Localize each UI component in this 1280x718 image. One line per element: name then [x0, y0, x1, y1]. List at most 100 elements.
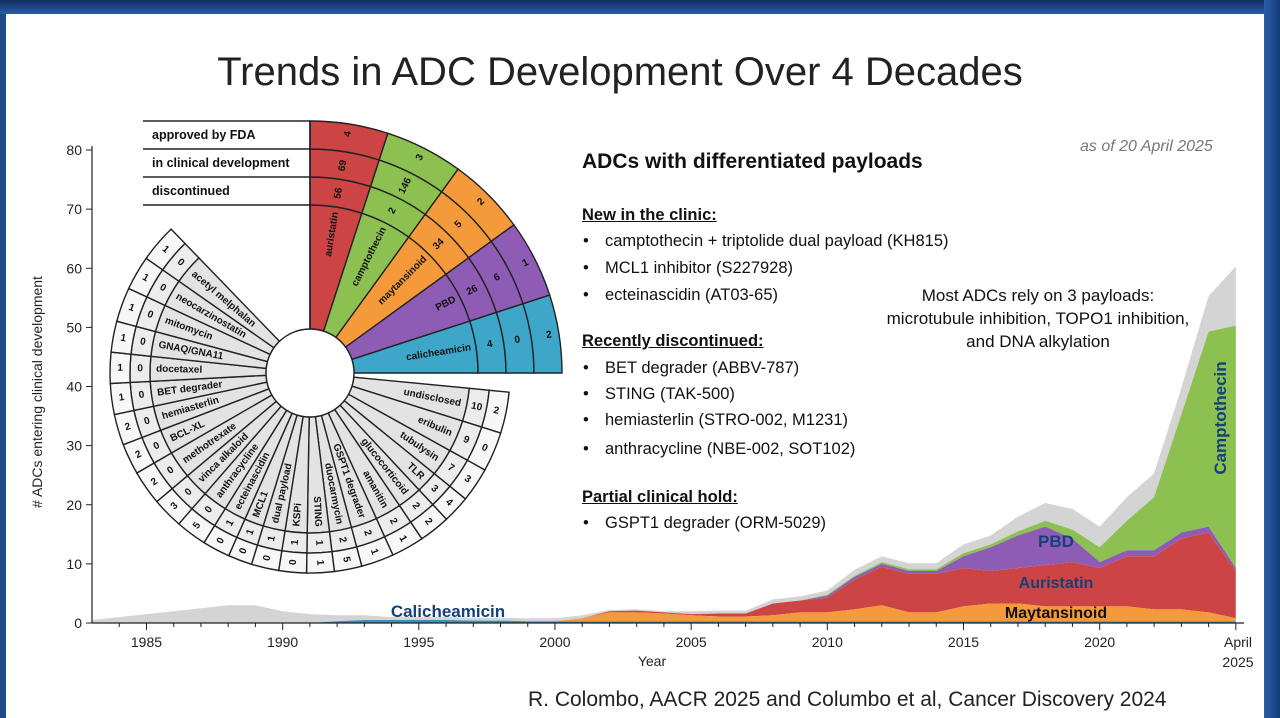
- row-header-label: discontinued: [152, 184, 230, 198]
- series-label-calicheamicin: Calicheamicin: [391, 602, 505, 621]
- y-tick-label: 70: [66, 201, 82, 217]
- clinical-count-other: 0: [139, 336, 147, 348]
- discontinued-count-other: 3: [462, 473, 473, 485]
- list-item: BET degrader (ABBV-787): [583, 359, 799, 378]
- y-tick-label: 20: [66, 497, 82, 513]
- discontinued-count-calicheamicin: 4: [486, 339, 494, 351]
- discontinued-count-other: 0: [480, 442, 490, 454]
- approved-count-pbd: 1: [521, 257, 531, 270]
- list-item: ecteinascidin (AT03-65): [583, 286, 778, 305]
- clinical-count-other: 0: [152, 440, 162, 453]
- discontinued-count-other: 4: [443, 497, 455, 509]
- discontinued-count-other: 1: [368, 547, 380, 556]
- y-tick-label: 40: [66, 379, 82, 395]
- discontinued-count-other: 2: [422, 516, 434, 528]
- clinical-count-other: 0: [203, 504, 215, 515]
- discontinued-count-auristatin: 56: [332, 186, 345, 199]
- slide-title: Trends in ADC Development Over 4 Decades: [217, 50, 1023, 94]
- series-label-maytansinoid: Maytansinoid: [1005, 605, 1107, 622]
- panel-title: ADCs with differentiated payloads: [582, 150, 923, 173]
- clinical-count-other: 0: [137, 363, 143, 374]
- y-tick-label: 30: [66, 438, 82, 454]
- discontinued-count-other: 3: [169, 500, 181, 512]
- discontinued-count-other: 0: [288, 559, 299, 566]
- clinical-count-other: 0: [146, 309, 155, 321]
- discontinued-count-other: 1: [160, 244, 172, 256]
- x-end-label: 2025: [1222, 654, 1253, 670]
- x-tick-label: 2000: [539, 634, 570, 650]
- clinical-count-other: 2: [361, 529, 373, 538]
- discontinued-count-pbd: 26: [465, 283, 480, 298]
- x-axis-title: Year: [638, 653, 667, 669]
- clinical-count-other: 0: [143, 415, 152, 427]
- list-item: STING (TAK-500): [583, 385, 735, 404]
- list-item: anthracycline (NBE-002, SOT102): [583, 440, 855, 459]
- area-series-calicheamicin: [92, 620, 1236, 623]
- series-label-auristatin: Auristatin: [1019, 575, 1094, 592]
- clinical-count-other: 0: [138, 389, 145, 401]
- wheel-hub: [265, 328, 355, 418]
- series-label-pbd: PBD: [1038, 532, 1074, 551]
- row-header-label: approved by FDA: [152, 128, 256, 142]
- x-tick-label: 2015: [948, 634, 979, 650]
- discontinued-count-other: 2: [149, 476, 160, 488]
- clinical-count-other: 1: [266, 534, 278, 542]
- discontinued-count-other: 1: [118, 392, 125, 404]
- bezel-right: [1264, 0, 1280, 718]
- discontinued-count-other: 1: [314, 560, 325, 567]
- series-label-camptothecin: Camptothecin: [1211, 361, 1230, 474]
- x-tick-label: 1990: [267, 634, 298, 650]
- discontinued-count-other: 1: [127, 302, 136, 314]
- clinical-count-other: 9: [461, 434, 471, 446]
- payload-label-other: STING: [311, 496, 324, 527]
- area-series-maytansinoid: [92, 603, 1236, 623]
- clinical-count-pbd: 6: [492, 271, 502, 284]
- clinical-count-calicheamicin: 0: [514, 334, 522, 346]
- section-heading-new: New in the clinic:: [582, 206, 717, 224]
- discontinued-count-other: 1: [117, 363, 123, 374]
- bezel-top: [0, 0, 1280, 14]
- payload-label-other: docetaxel: [156, 364, 203, 376]
- list-item: camptothecin + triptolide dual payload (…: [583, 232, 948, 251]
- discontinued-count-other: 1: [119, 333, 127, 345]
- discontinued-count-other: 0: [261, 554, 273, 562]
- discontinued-count-other: 2: [124, 421, 133, 433]
- clinical-count-other: 10: [470, 401, 484, 414]
- row-header-label: in clinical development: [152, 156, 290, 170]
- clinical-count-auristatin: 69: [337, 159, 350, 172]
- clinical-count-other: 0: [175, 257, 187, 269]
- x-tick-label: 2005: [676, 634, 707, 650]
- x-end-label: April: [1224, 634, 1252, 650]
- clinical-count-other: 2: [336, 536, 348, 544]
- y-axis-title: # ADCs entering clinical development: [29, 276, 45, 508]
- payload-label-other: KSPi: [291, 502, 304, 526]
- approved-count-camptothecin: 3: [414, 152, 427, 162]
- y-tick-label: 60: [66, 260, 82, 276]
- clinical-count-other: 2: [410, 500, 422, 512]
- list-item: MCL1 inhibitor (S227928): [583, 259, 793, 278]
- y-tick-label: 10: [66, 556, 82, 572]
- payload-note: Most ADCs rely on 3 payloads: microtubul…: [886, 286, 1190, 351]
- clinical-count-other: 7: [445, 462, 456, 474]
- x-tick-label: 1995: [403, 634, 434, 650]
- area-series-auristatin: [92, 532, 1236, 623]
- x-tick-label: 1985: [131, 634, 162, 650]
- discontinued-count-other: 1: [397, 534, 410, 545]
- discontinued-count-other: 2: [492, 405, 500, 417]
- discontinued-count-other: 5: [191, 520, 203, 531]
- list-item: GSPT1 degrader (ORM-5029): [583, 514, 826, 533]
- approved-cell-calicheamicin: [522, 294, 563, 374]
- clinical-count-other: 0: [183, 486, 195, 498]
- as-of-date: as of 20 April 2025: [1080, 138, 1213, 155]
- discontinued-count-other: 1: [140, 272, 151, 285]
- discontinued-count-other: 0: [238, 546, 250, 555]
- clinical-count-other: 0: [158, 282, 169, 295]
- y-tick-label: 50: [66, 319, 82, 335]
- clinical-count-other: 1: [313, 540, 324, 547]
- x-tick-label: 2020: [1084, 634, 1115, 650]
- clinical-count-other: 1: [290, 539, 301, 546]
- clinical-count-other: 0: [165, 464, 176, 476]
- discontinued-count-other: 2: [134, 449, 144, 462]
